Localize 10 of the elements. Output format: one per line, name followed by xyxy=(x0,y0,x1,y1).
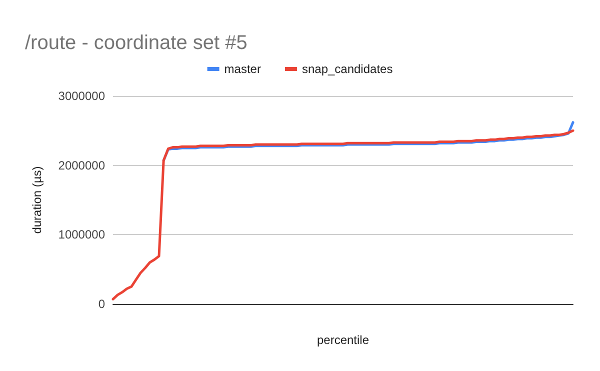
legend-label: snap_candidates xyxy=(302,62,393,76)
chart-title: /route - coordinate set #5 xyxy=(25,32,248,54)
y-tick-label: 3000000 xyxy=(58,89,106,103)
y-tick-label: 1000000 xyxy=(58,228,106,242)
y-axis-title: duration (µs) xyxy=(30,166,44,234)
x-axis-title: percentile xyxy=(316,333,370,347)
y-tick-label: 0 xyxy=(98,297,106,311)
y-tick-label: 2000000 xyxy=(58,158,106,172)
legend-label: master xyxy=(224,62,261,76)
line-series xyxy=(112,129,574,300)
